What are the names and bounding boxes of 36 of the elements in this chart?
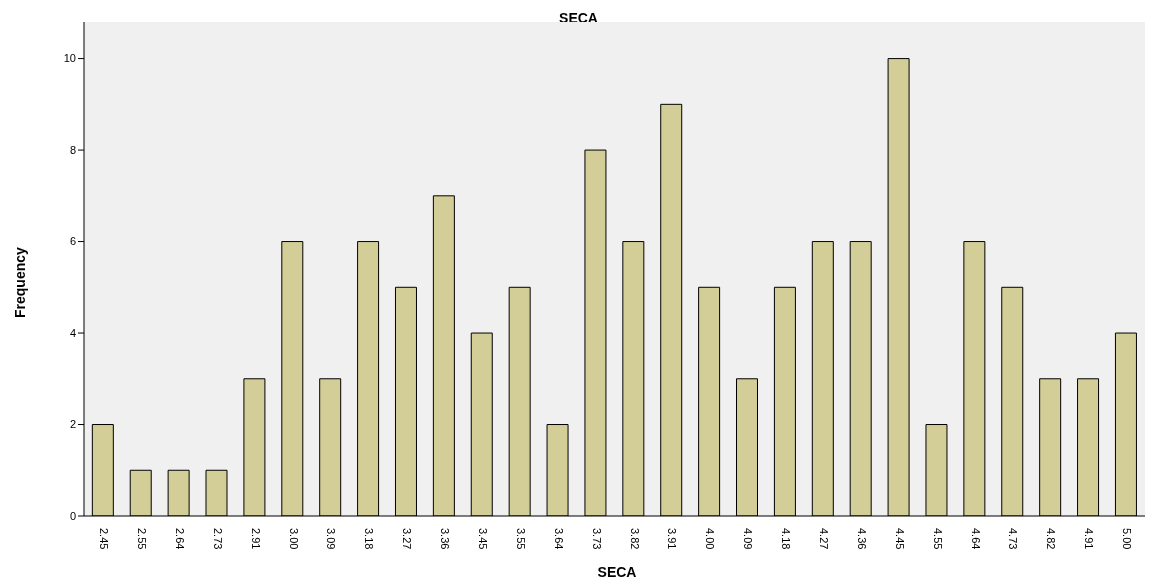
y-tick-label: 2 [69,418,76,431]
x-tick-label: 4.36 [855,528,868,550]
x-tick-label: 3.27 [401,528,414,550]
x-tick-label: 3.00 [287,528,300,550]
y-tick-label: 10 [63,52,76,65]
x-tick-label: 4.09 [742,528,755,550]
y-tick-label: 6 [69,235,76,248]
y-tick-label: 0 [69,509,76,522]
x-tick-label: 3.45 [476,528,489,550]
x-axis-title: SECA [596,564,638,580]
x-tick-label: 2.73 [211,528,224,550]
y-tick-label: 4 [69,326,76,339]
x-tick-label: 3.73 [590,528,603,550]
x-tick-label: 5.00 [1121,528,1134,550]
x-tick-label: 3.18 [363,528,376,550]
x-tick-label: 4.00 [704,528,717,550]
x-tick-label: 4.82 [1045,528,1058,550]
x-tick-label: 3.36 [439,528,452,550]
x-tick-label: 3.64 [552,528,565,550]
y-axis-title: Frequency [12,247,28,318]
x-tick-label: 4.64 [969,528,982,550]
x-tick-label: 4.27 [818,528,830,550]
x-tick-label: 4.45 [893,528,906,550]
x-tick-label: 4.73 [1007,528,1020,550]
x-tick-label: 3.55 [514,528,527,550]
x-tick-label: 3.82 [628,528,641,550]
x-tick-label: 4.91 [1083,528,1096,550]
x-tick-label: 3.91 [666,528,679,550]
x-tick-label: 2.91 [249,528,262,550]
y-tick-label: 8 [69,143,76,156]
x-tick-label: 2.45 [98,528,111,550]
x-tick-label: 2.64 [173,528,186,550]
x-tick-label: 3.09 [325,528,338,550]
x-tick-label: 4.55 [931,528,944,550]
x-tick-label: 2.55 [135,528,148,550]
x-tick-label: 4.18 [780,528,793,550]
